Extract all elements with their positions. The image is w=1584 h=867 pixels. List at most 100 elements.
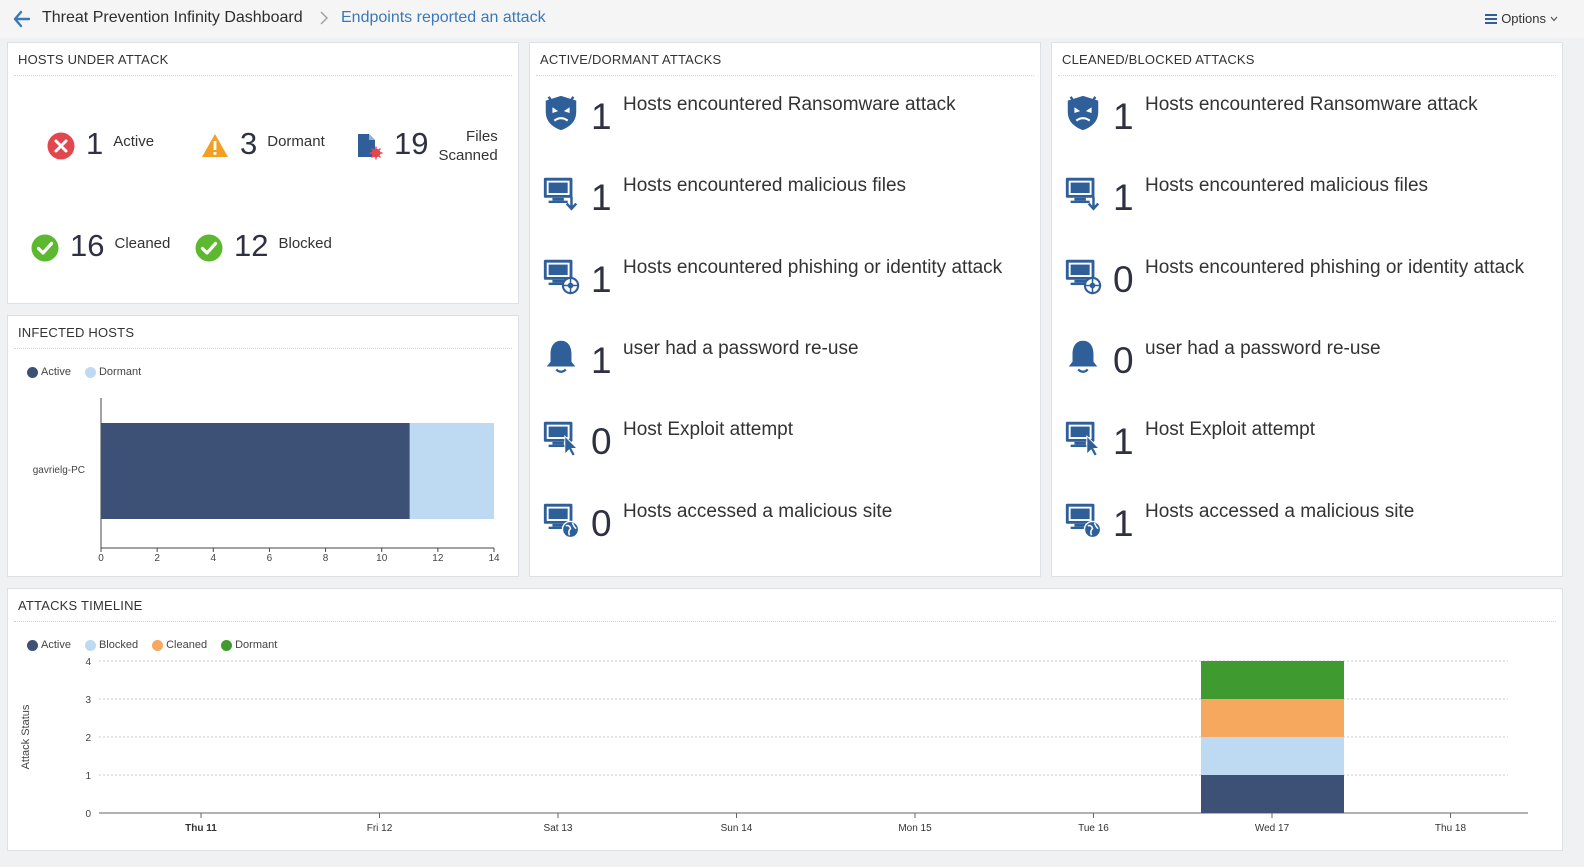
attack-row[interactable]: 0 Host Exploit attempt	[540, 416, 793, 466]
legend-active[interactable]: Active	[27, 639, 71, 651]
y-tick-label: 3	[85, 695, 91, 706]
attack-count: 1	[1113, 177, 1134, 219]
attack-description: user had a password re-use	[1145, 337, 1381, 359]
check-circle-icon	[195, 234, 223, 262]
y-axis-label: Attack Status	[20, 704, 32, 769]
malicious-file-monitor-icon	[543, 178, 578, 211]
attack-row[interactable]: 1 user had a password re-use	[540, 335, 859, 385]
legend-cleaned[interactable]: Cleaned	[152, 639, 207, 651]
stat-blocked[interactable]: 12 Blocked	[194, 227, 332, 265]
chevron-down-icon	[1550, 16, 1558, 21]
attacks-timeline-panel: ATTACKS TIMELINE Active Blocked Cleaned …	[7, 588, 1563, 851]
attack-description: Hosts encountered malicious files	[1145, 175, 1429, 197]
exploit-cursor-monitor-icon	[543, 421, 579, 457]
phishing-monitor-icon	[543, 259, 580, 294]
dormant-count: 3	[240, 126, 258, 161]
hosts-under-attack-panel: HOSTS UNDER ATTACK 1 Active 3 Dormant 19…	[7, 42, 519, 304]
x-tick-label: 6	[267, 553, 273, 564]
attack-row[interactable]: 0 user had a password re-use	[1062, 335, 1381, 385]
panel-title: INFECTED HOSTS	[18, 325, 135, 340]
attack-description: Host Exploit attempt	[1145, 419, 1316, 441]
legend-dot	[27, 366, 38, 378]
attack-row[interactable]: 0 Hosts encountered phishing or identity …	[1062, 254, 1524, 304]
attack-row[interactable]: 1 Host Exploit attempt	[1062, 416, 1315, 466]
top-bar: Threat Prevention Infinity Dashboard End…	[0, 0, 1584, 38]
stat-files-scanned[interactable]: 19 Files Scanned	[354, 125, 498, 165]
breadcrumb-current[interactable]: Endpoints reported an attack	[341, 9, 546, 26]
infected-file-icon	[358, 134, 383, 160]
blocked-label: Blocked	[278, 235, 332, 252]
options-menu-button[interactable]: Options	[1485, 11, 1558, 26]
attack-row[interactable]: 0 Hosts accessed a malicious site	[540, 498, 892, 548]
bell-icon	[546, 340, 576, 373]
attack-count: 1	[1113, 96, 1134, 137]
legend-dot	[84, 366, 96, 378]
legend-blocked[interactable]: Blocked	[84, 639, 138, 651]
bar-segment-blocked	[1201, 737, 1344, 775]
attack-row[interactable]: 1 Hosts encountered phishing or identity …	[540, 254, 1002, 304]
x-tick-label: 10	[376, 553, 388, 564]
bell-icon	[1068, 340, 1098, 373]
legend-active[interactable]: Active	[27, 366, 71, 378]
infected-hosts-chart: gavrielg-PC 0 2 4 6 8 10 12 14	[33, 398, 500, 564]
y-tick-label: 2	[85, 733, 91, 744]
attack-row[interactable]: 1 Hosts encountered Ransomware attack	[1062, 91, 1478, 141]
x-tick-label: Wed 17	[1255, 823, 1290, 834]
active-count: 1	[86, 126, 104, 161]
panel-title: CLEANED/BLOCKED ATTACKS	[1062, 52, 1255, 67]
options-label: Options	[1501, 11, 1546, 26]
malicious-site-globe-icon	[543, 503, 580, 538]
attack-row[interactable]: 1 Hosts encountered malicious files	[1062, 172, 1428, 222]
x-tick-label: 2	[154, 553, 160, 564]
timeline-legend: Active Blocked Cleaned Dormant	[27, 639, 291, 651]
panel-title: ATTACKS TIMELINE	[18, 598, 143, 613]
attack-row[interactable]: 1 Hosts encountered Ransomware attack	[540, 91, 956, 141]
chevron-right-icon	[320, 11, 328, 25]
legend-dot	[221, 639, 233, 651]
x-tick-label: 0	[98, 553, 104, 564]
attack-description: Hosts encountered Ransomware attack	[623, 94, 956, 115]
bar-segment-dormant	[1201, 661, 1344, 699]
legend-dormant[interactable]: Dormant	[221, 639, 277, 651]
x-tick-label: Thu 11	[185, 823, 217, 834]
attack-count: 1	[591, 96, 612, 137]
attack-count: 1	[591, 258, 612, 300]
back-arrow-icon[interactable]	[12, 9, 32, 29]
attack-description: Hosts encountered Ransomware attack	[1145, 94, 1478, 115]
check-circle-icon	[31, 234, 59, 262]
files-count: 19	[394, 126, 429, 161]
legend-dormant[interactable]: Dormant	[84, 366, 141, 378]
stat-dormant[interactable]: 3 Dormant	[200, 125, 325, 163]
stat-active[interactable]: 1 Active	[46, 125, 154, 163]
breadcrumb-root[interactable]: Threat Prevention Infinity Dashboard	[42, 9, 303, 26]
legend-dot	[152, 639, 164, 651]
bar-segment-active	[1201, 775, 1344, 813]
stat-cleaned[interactable]: 16 Cleaned	[30, 227, 170, 265]
hamburger-icon	[1485, 13, 1498, 24]
attack-description: Hosts accessed a malicious site	[623, 500, 893, 522]
x-tick-label: Sun 14	[721, 823, 753, 834]
warning-triangle-icon	[202, 134, 228, 157]
blocked-count: 12	[234, 228, 269, 263]
attack-count: 0	[591, 502, 612, 544]
attack-row[interactable]: 1 Hosts encountered malicious files	[540, 172, 906, 222]
dormant-label: Dormant	[267, 133, 325, 150]
legend-dot	[84, 639, 96, 651]
x-tick-label: 4	[211, 553, 217, 564]
attack-count: 0	[591, 421, 612, 463]
attack-description: Hosts encountered malicious files	[623, 175, 907, 197]
attack-count: 1	[591, 339, 612, 381]
cleaned-blocked-attacks-panel: CLEANED/BLOCKED ATTACKS 1 Hosts encounter…	[1051, 42, 1563, 577]
x-tick-label: 12	[432, 553, 444, 564]
attack-row[interactable]: 1 Hosts accessed a malicious site	[1062, 498, 1414, 548]
files-label: Files Scanned	[438, 128, 498, 164]
panel-title: ACTIVE/DORMANT ATTACKS	[540, 52, 722, 67]
infected-hosts-panel: INFECTED HOSTS Active Dormant gavrielg-P…	[7, 315, 519, 577]
error-circle-icon	[47, 132, 75, 160]
active-label: Active	[113, 133, 155, 150]
bar-active	[101, 423, 410, 519]
cleaned-count: 16	[70, 228, 105, 263]
x-tick-label: Thu 18	[1435, 823, 1467, 834]
attack-description: Host Exploit attempt	[623, 419, 794, 441]
y-tick-label: 0	[85, 809, 91, 820]
